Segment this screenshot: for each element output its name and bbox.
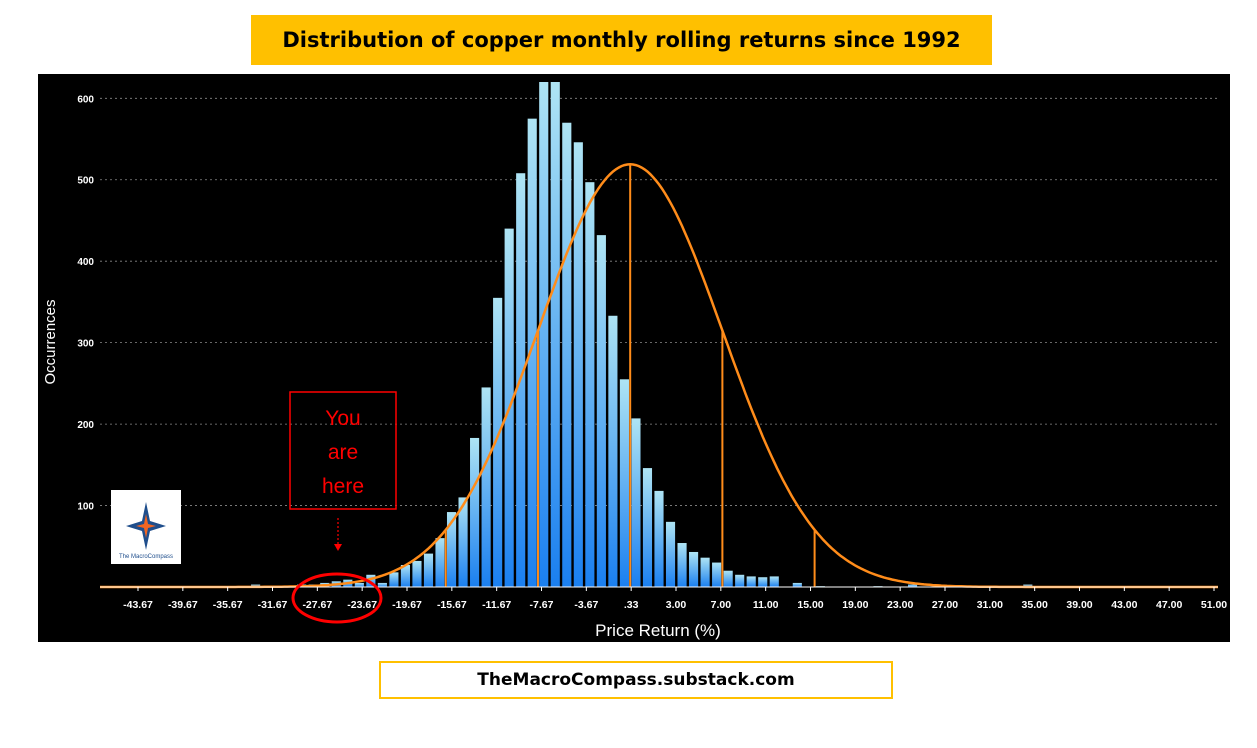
x-tick-label: -15.67 bbox=[437, 599, 467, 611]
histogram-bar bbox=[689, 551, 699, 587]
histogram-bar bbox=[550, 82, 560, 587]
annotation-line-1: You bbox=[325, 407, 360, 430]
x-tick-label: 47.00 bbox=[1156, 599, 1182, 611]
x-tick-label: 11.00 bbox=[753, 599, 779, 611]
histogram-bar bbox=[769, 576, 779, 587]
y-tick-label: 100 bbox=[77, 502, 94, 513]
logo-text: The MacroCompass bbox=[119, 554, 173, 560]
x-tick-label: -3.67 bbox=[574, 599, 598, 611]
histogram-bar bbox=[619, 379, 629, 587]
histogram-bar bbox=[446, 512, 457, 587]
histogram-bar bbox=[758, 577, 768, 587]
histogram-bar bbox=[642, 468, 653, 587]
source-footer: TheMacroCompass.substack.com bbox=[379, 661, 893, 699]
histogram-bar bbox=[631, 418, 641, 587]
macrocompass-logo: The MacroCompass bbox=[111, 490, 181, 564]
histogram-bar bbox=[389, 572, 399, 587]
histogram-bar bbox=[493, 297, 503, 587]
annotation-line-2: are bbox=[328, 441, 358, 464]
x-tick-label: .33 bbox=[624, 599, 639, 611]
annotation-circle bbox=[291, 572, 383, 624]
histogram-bar bbox=[412, 560, 422, 587]
x-tick-label: 3.00 bbox=[666, 599, 687, 611]
x-tick-label: -23.67 bbox=[347, 599, 377, 611]
histogram-bar bbox=[608, 315, 618, 587]
y-tick-label: 300 bbox=[77, 339, 94, 350]
x-tick-label: 15.00 bbox=[797, 599, 823, 611]
chart-panel: 100 200 300 400 500 600 -43.67 -39.67 -35.67 -31.… bbox=[38, 74, 1230, 642]
x-tick-label: 19.00 bbox=[842, 599, 868, 611]
histogram-bar bbox=[596, 235, 606, 587]
histogram-bar bbox=[654, 490, 664, 587]
histogram-bar bbox=[377, 582, 387, 587]
histogram-bar bbox=[700, 557, 710, 587]
x-tick-label: 7.00 bbox=[711, 599, 732, 611]
histogram-bar bbox=[677, 543, 687, 587]
histogram-bar bbox=[562, 122, 572, 588]
x-tick-label: 27.00 bbox=[932, 599, 958, 611]
x-tick-label: -11.67 bbox=[482, 599, 511, 611]
y-tick-label: 600 bbox=[77, 94, 94, 105]
histogram-bar bbox=[573, 142, 583, 587]
x-tick-label: 39.00 bbox=[1066, 599, 1092, 611]
histogram-bar bbox=[527, 118, 537, 587]
histogram-bar bbox=[354, 582, 364, 587]
x-tick-label: -31.67 bbox=[258, 599, 288, 611]
x-tick-label: -43.67 bbox=[123, 599, 153, 611]
x-tick-label: 51.00 bbox=[1201, 599, 1227, 611]
histogram-bar bbox=[665, 521, 676, 587]
histogram-bar bbox=[423, 553, 434, 587]
x-tick-label: -39.67 bbox=[168, 599, 198, 611]
y-tick-label: 400 bbox=[77, 257, 94, 268]
histogram-bar bbox=[792, 582, 802, 587]
x-tick-label: -27.67 bbox=[302, 599, 332, 611]
histogram-bar bbox=[539, 82, 549, 587]
x-tick-label: 35.00 bbox=[1022, 599, 1048, 611]
x-tick-label: -19.67 bbox=[392, 599, 422, 611]
histogram-bar bbox=[470, 437, 480, 587]
you-are-here-annotation: You are here bbox=[289, 391, 397, 624]
chart-title: Distribution of copper monthly rolling r… bbox=[282, 28, 961, 52]
x-tick-label: -7.67 bbox=[530, 599, 554, 611]
x-tick-label: -35.67 bbox=[213, 599, 243, 611]
histogram-bar bbox=[746, 576, 756, 587]
x-tick-label: 43.00 bbox=[1111, 599, 1137, 611]
histogram-bar bbox=[723, 570, 733, 587]
x-tick-label: 31.00 bbox=[977, 599, 1003, 611]
histogram-chart: 100 200 300 400 500 600 -43.67 -39.67 -35.67 -31.… bbox=[42, 82, 1227, 640]
histogram-bar bbox=[712, 562, 722, 587]
x-tick-label: 23.00 bbox=[887, 599, 913, 611]
histogram-bar bbox=[585, 182, 595, 587]
histogram-bar bbox=[735, 574, 745, 587]
histogram-bar bbox=[481, 387, 491, 587]
histogram-bar bbox=[400, 565, 410, 587]
y-tick-label: 200 bbox=[77, 420, 94, 431]
annotation-line-3: here bbox=[322, 475, 364, 498]
title-banner: Distribution of copper monthly rolling r… bbox=[251, 15, 992, 65]
histogram-bar bbox=[435, 538, 445, 587]
histogram-bar bbox=[458, 497, 468, 587]
source-text: TheMacroCompass.substack.com bbox=[477, 670, 795, 690]
x-axis-label: Price Return (%) bbox=[595, 621, 721, 640]
histogram-bar bbox=[908, 584, 918, 587]
y-tick-label: 500 bbox=[77, 176, 94, 187]
y-axis-label: Occurrences bbox=[42, 299, 59, 384]
